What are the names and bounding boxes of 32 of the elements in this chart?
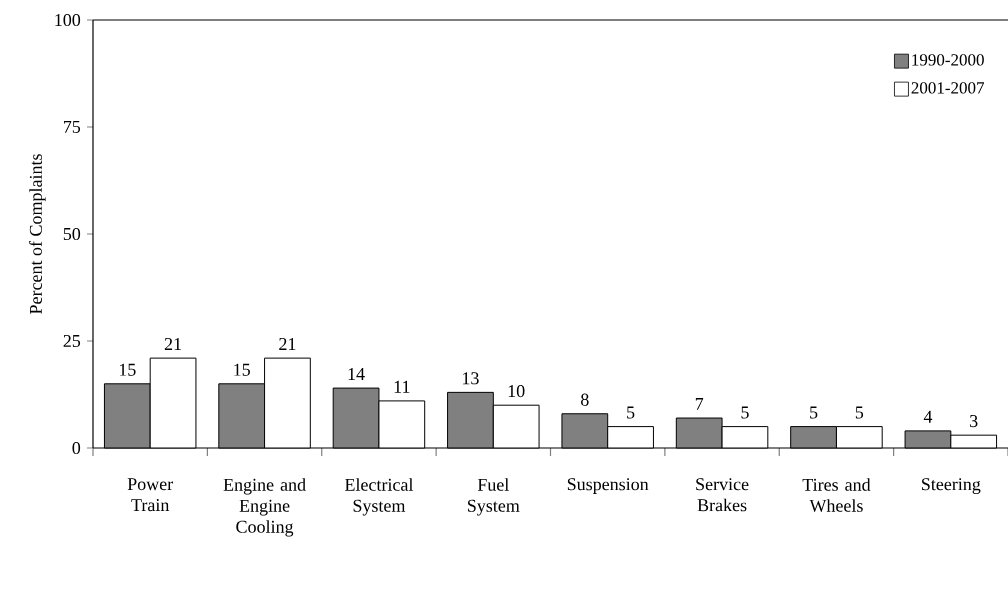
legend-label: 1990-2000 [912, 54, 984, 66]
y-tick-label: 25 [63, 334, 81, 348]
data-label: 14 [348, 367, 365, 380]
data-label: 11 [394, 380, 410, 393]
data-label: 21 [279, 338, 296, 350]
y-axis-title: Percent of Complaints [29, 154, 46, 314]
data-label: 21 [164, 338, 181, 350]
y-tick-label: 0 [72, 441, 81, 455]
x-tick-label: Fuel System [468, 478, 520, 516]
x-tick-label: Tires and Wheels [802, 478, 871, 512]
y-tick-label: 50 [63, 227, 81, 241]
data-label: 5 [741, 406, 749, 419]
x-tick-label: Electrical System [344, 478, 414, 516]
data-label: 5 [855, 406, 864, 419]
data-label: 13 [463, 372, 479, 385]
x-tick-label: Steering [922, 478, 981, 495]
data-label: 10 [508, 385, 525, 398]
legend-label: 2001-2007 [911, 82, 985, 94]
data-label: 5 [627, 406, 635, 419]
x-tick-label: Service Brakes [696, 478, 749, 512]
data-label: 7 [695, 398, 704, 410]
data-label: 3 [970, 415, 978, 428]
y-tick-label: 75 [63, 121, 81, 133]
data-label: 15 [234, 363, 250, 376]
x-tick-label: Engine and Engine Cooling [223, 478, 306, 537]
x-tick-label: Power Train [127, 478, 174, 512]
x-tick-label: Suspension [567, 478, 649, 494]
y-tick-label: 100 [55, 13, 81, 27]
data-label: 15 [119, 363, 136, 376]
data-label: 8 [581, 393, 589, 406]
data-label: 5 [810, 406, 818, 419]
data-label: 4 [923, 410, 933, 423]
